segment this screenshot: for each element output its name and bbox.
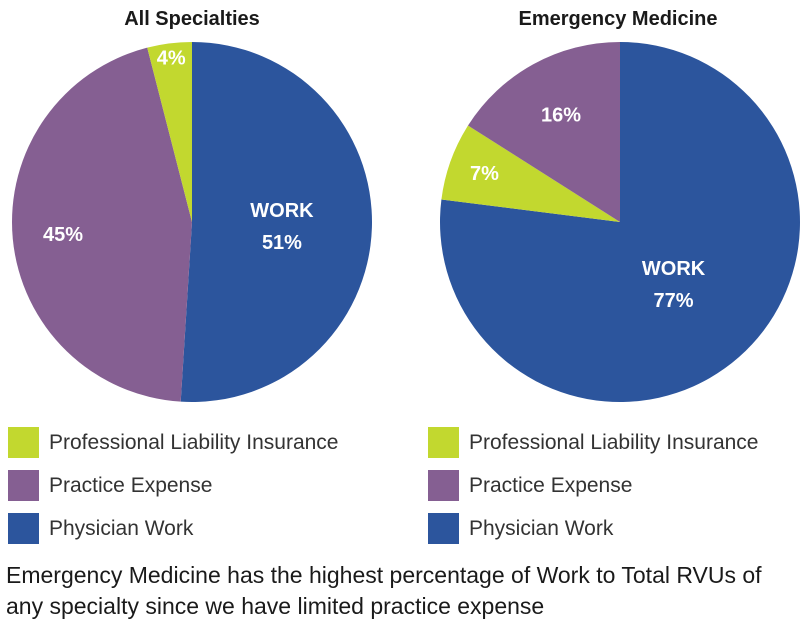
legend-swatch (8, 470, 39, 501)
legend-label: Physician Work (49, 516, 194, 540)
legend-label: Professional Liability Insurance (49, 430, 339, 454)
legend-item-work: Physician Work (8, 512, 339, 545)
slice-label: 45% (43, 224, 83, 246)
pie-slice-physician-work (180, 42, 373, 402)
legend-emergency-medicine: Professional Liability Insurance Practic… (428, 426, 759, 555)
slice-label: WORK 77% (642, 258, 706, 312)
slice-label: 7% (470, 163, 499, 185)
legend-swatch (8, 513, 39, 544)
pie-slice-practice-expense (11, 47, 193, 402)
chart-title-emergency-medicine: Emergency Medicine (518, 8, 718, 30)
slice-label: 4% (157, 48, 186, 70)
slice-label: WORK 51% (250, 200, 314, 254)
chart-title-all-specialties: All Specialties (124, 8, 260, 30)
pie-slice-practice-expense (468, 42, 620, 222)
legend-swatch (428, 427, 459, 458)
legend-label: Practice Expense (469, 473, 633, 497)
legend-swatch (428, 470, 459, 501)
legend-item-liability: Professional Liability Insurance (428, 426, 759, 459)
legend-label: Physician Work (469, 516, 614, 540)
pie-chart-all-specialties: WORK 51% 45% 4% (11, 42, 373, 402)
legend-label: Professional Liability Insurance (469, 430, 759, 454)
legend-item-work: Physician Work (428, 512, 759, 545)
legend-swatch (428, 513, 459, 544)
legend-item-practice: Practice Expense (8, 469, 339, 502)
legend-item-liability: Professional Liability Insurance (8, 426, 339, 459)
caption-text: Emergency Medicine has the highest perce… (6, 562, 762, 619)
pie-chart-emergency-medicine: WORK 77% 7% 16% (439, 42, 800, 402)
legend-item-practice: Practice Expense (428, 469, 759, 502)
pie-slice-professional-liability-insurance (147, 42, 192, 222)
pie-slice-physician-work (439, 42, 800, 402)
legend-swatch (8, 427, 39, 458)
legend-label: Practice Expense (49, 473, 213, 497)
pie-slice-professional-liability-insurance (441, 125, 620, 222)
legend-all-specialties: Professional Liability Insurance Practic… (8, 426, 339, 555)
slice-label: 16% (541, 105, 581, 127)
